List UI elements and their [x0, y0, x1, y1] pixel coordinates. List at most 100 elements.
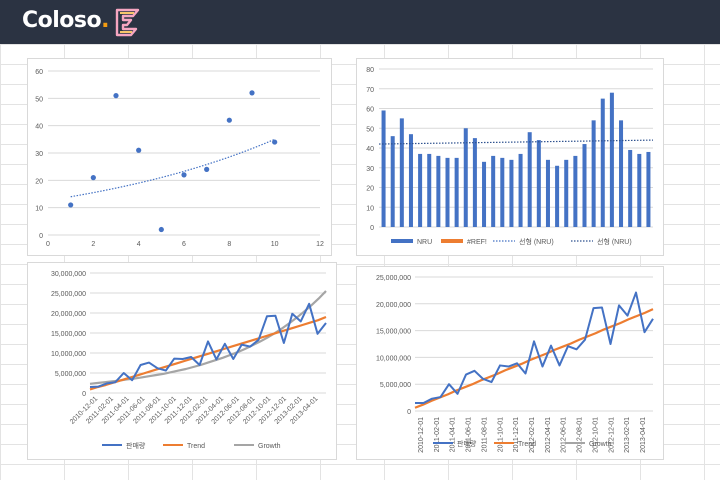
x-tick-label: 2012-10-01 [592, 417, 599, 453]
y-tick-label: 15,000,000 [376, 329, 411, 336]
series-line- [415, 291, 654, 404]
scatter-point [113, 93, 119, 99]
x-tick-label: 2012-12-01 [608, 417, 615, 453]
nru-bar [381, 110, 386, 227]
x-tick-label: 2011-06-01 [466, 417, 473, 452]
scatter-point [158, 226, 164, 233]
x-tick-label: 2012-08-01 [577, 417, 584, 453]
nru-bar [545, 159, 550, 227]
x-tick-label: 8 [227, 241, 231, 248]
nru-bar [536, 140, 541, 227]
x-tick-label: 2011-02-01 [434, 417, 441, 452]
y-tick-label: 40 [35, 124, 43, 131]
y-tick-label: 15,000,000 [51, 331, 86, 338]
exponential-trendline [70, 138, 275, 198]
y-tick-label: 5,000,000 [55, 371, 86, 378]
sales-trend-line-chart-svg: 0 5,000,000 10,000,000 15,000,000 20,000,000… [376, 275, 654, 453]
coloso-e-logo-icon [115, 8, 140, 37]
legend-swatch [391, 239, 413, 243]
app-header-bar: Coloso. [0, 0, 720, 44]
y-tick-label: 10,000,000 [376, 355, 411, 362]
brand-logo[interactable]: Coloso. [22, 8, 109, 33]
series-line-trend [414, 308, 654, 409]
scatter-point [68, 202, 74, 208]
nru-bar [418, 153, 423, 227]
y-tick-label: 0 [370, 225, 374, 232]
nru-bar [600, 98, 605, 227]
y-tick-label: 30 [366, 166, 374, 173]
scatter-point [249, 90, 255, 96]
sales-growth-line-chart-svg: 0 5,000,000 10,000,000 15,000,000 20,000,000… [51, 271, 327, 450]
y-tick-label: 80 [366, 67, 374, 74]
brand-dot: . [101, 8, 109, 33]
y-tick-label: 10,000,000 [51, 351, 86, 358]
y-tick-label: 30,000,000 [51, 271, 86, 278]
legend-label: NRU [417, 239, 432, 246]
scatter-point [226, 117, 232, 123]
nru-bar [527, 132, 532, 227]
x-tick-label: 6 [182, 241, 186, 248]
nru-bar [408, 134, 413, 227]
nru-bar [399, 118, 404, 227]
y-tick-label: 30 [35, 151, 43, 158]
nru-bar [646, 151, 651, 227]
nru-bar [619, 120, 624, 227]
nru-bar [573, 155, 578, 227]
legend-label: Trend [187, 443, 205, 450]
legend-label: 판매량 [457, 439, 477, 448]
nru-bar [555, 165, 560, 227]
sales-growth-line-chart[interactable]: 0 5,000,000 10,000,000 15,000,000 20,000,000… [27, 262, 337, 460]
sales-trend-line-chart[interactable]: 0 5,000,000 10,000,000 15,000,000 20,000,000… [356, 266, 664, 460]
nru-bar [445, 157, 450, 227]
nru-bar [518, 153, 523, 227]
x-tick-label: 2010-12-01 [418, 417, 425, 453]
y-tick-label: 20 [366, 186, 374, 193]
nru-bar [436, 155, 441, 227]
y-tick-label: 70 [366, 87, 374, 94]
series-line-growth [89, 290, 327, 385]
nru-bar [454, 157, 459, 227]
y-tick-label: 50 [35, 96, 43, 103]
nru-bar [509, 159, 514, 227]
x-tick-label: 2012-06-01 [561, 417, 568, 453]
scatter-point [136, 147, 142, 153]
legend-label: Trend [518, 441, 536, 448]
x-tick-label: 2 [91, 241, 95, 248]
x-tick-label: 0 [46, 241, 50, 248]
y-tick-label: 60 [35, 69, 43, 76]
x-tick-label: 2013-04-01 [640, 417, 647, 453]
nru-bar [628, 149, 633, 227]
nru-bar-chart[interactable]: 0 10 20 30 40 50 60 70 80 NRU #REF! 선형 (NRU) 선형 (NRU… [356, 58, 664, 256]
legend-label: Growth [258, 443, 281, 450]
series-line- [89, 302, 327, 388]
x-tick-label: 2011-12-01 [513, 417, 520, 452]
y-tick-label: 20,000,000 [51, 311, 86, 318]
x-tick-label: 2011-08-01 [481, 417, 488, 452]
x-tick-label: 4 [137, 241, 141, 248]
x-tick-label: 2012-04-01 [545, 417, 552, 453]
legend-label: Growth [589, 441, 612, 448]
nru-bar [609, 92, 614, 227]
y-tick-label: 20 [35, 178, 43, 185]
nru-bar [491, 155, 496, 227]
y-tick-label: 5,000,000 [380, 382, 411, 389]
scatter-point [272, 139, 278, 145]
scatter-point [204, 166, 210, 172]
legend-label: 선형 (NRU) [597, 237, 632, 246]
legend-swatch [441, 239, 463, 243]
legend-label: #REF! [467, 239, 487, 246]
y-tick-label: 0 [82, 391, 86, 398]
y-tick-label: 25,000,000 [51, 291, 86, 298]
nru-bar [500, 157, 505, 227]
nru-bar-chart-svg: 0 10 20 30 40 50 60 70 80 NRU #REF! 선형 (NRU) 선형 (NRU… [366, 67, 654, 246]
scatter-chart[interactable]: 0 10 20 30 40 50 60 0 2 4 6 8 10 12 [27, 58, 332, 256]
legend-label: 판매량 [126, 441, 146, 450]
y-tick-label: 0 [407, 409, 411, 416]
x-tick-label: 2012-02-01 [529, 417, 536, 453]
y-tick-label: 20,000,000 [376, 302, 411, 309]
y-tick-label: 0 [39, 233, 43, 240]
nru-bar [637, 153, 642, 227]
nru-bar [564, 159, 569, 227]
x-tick-label: 2011-10-01 [497, 417, 504, 452]
y-tick-label: 10 [366, 205, 374, 212]
